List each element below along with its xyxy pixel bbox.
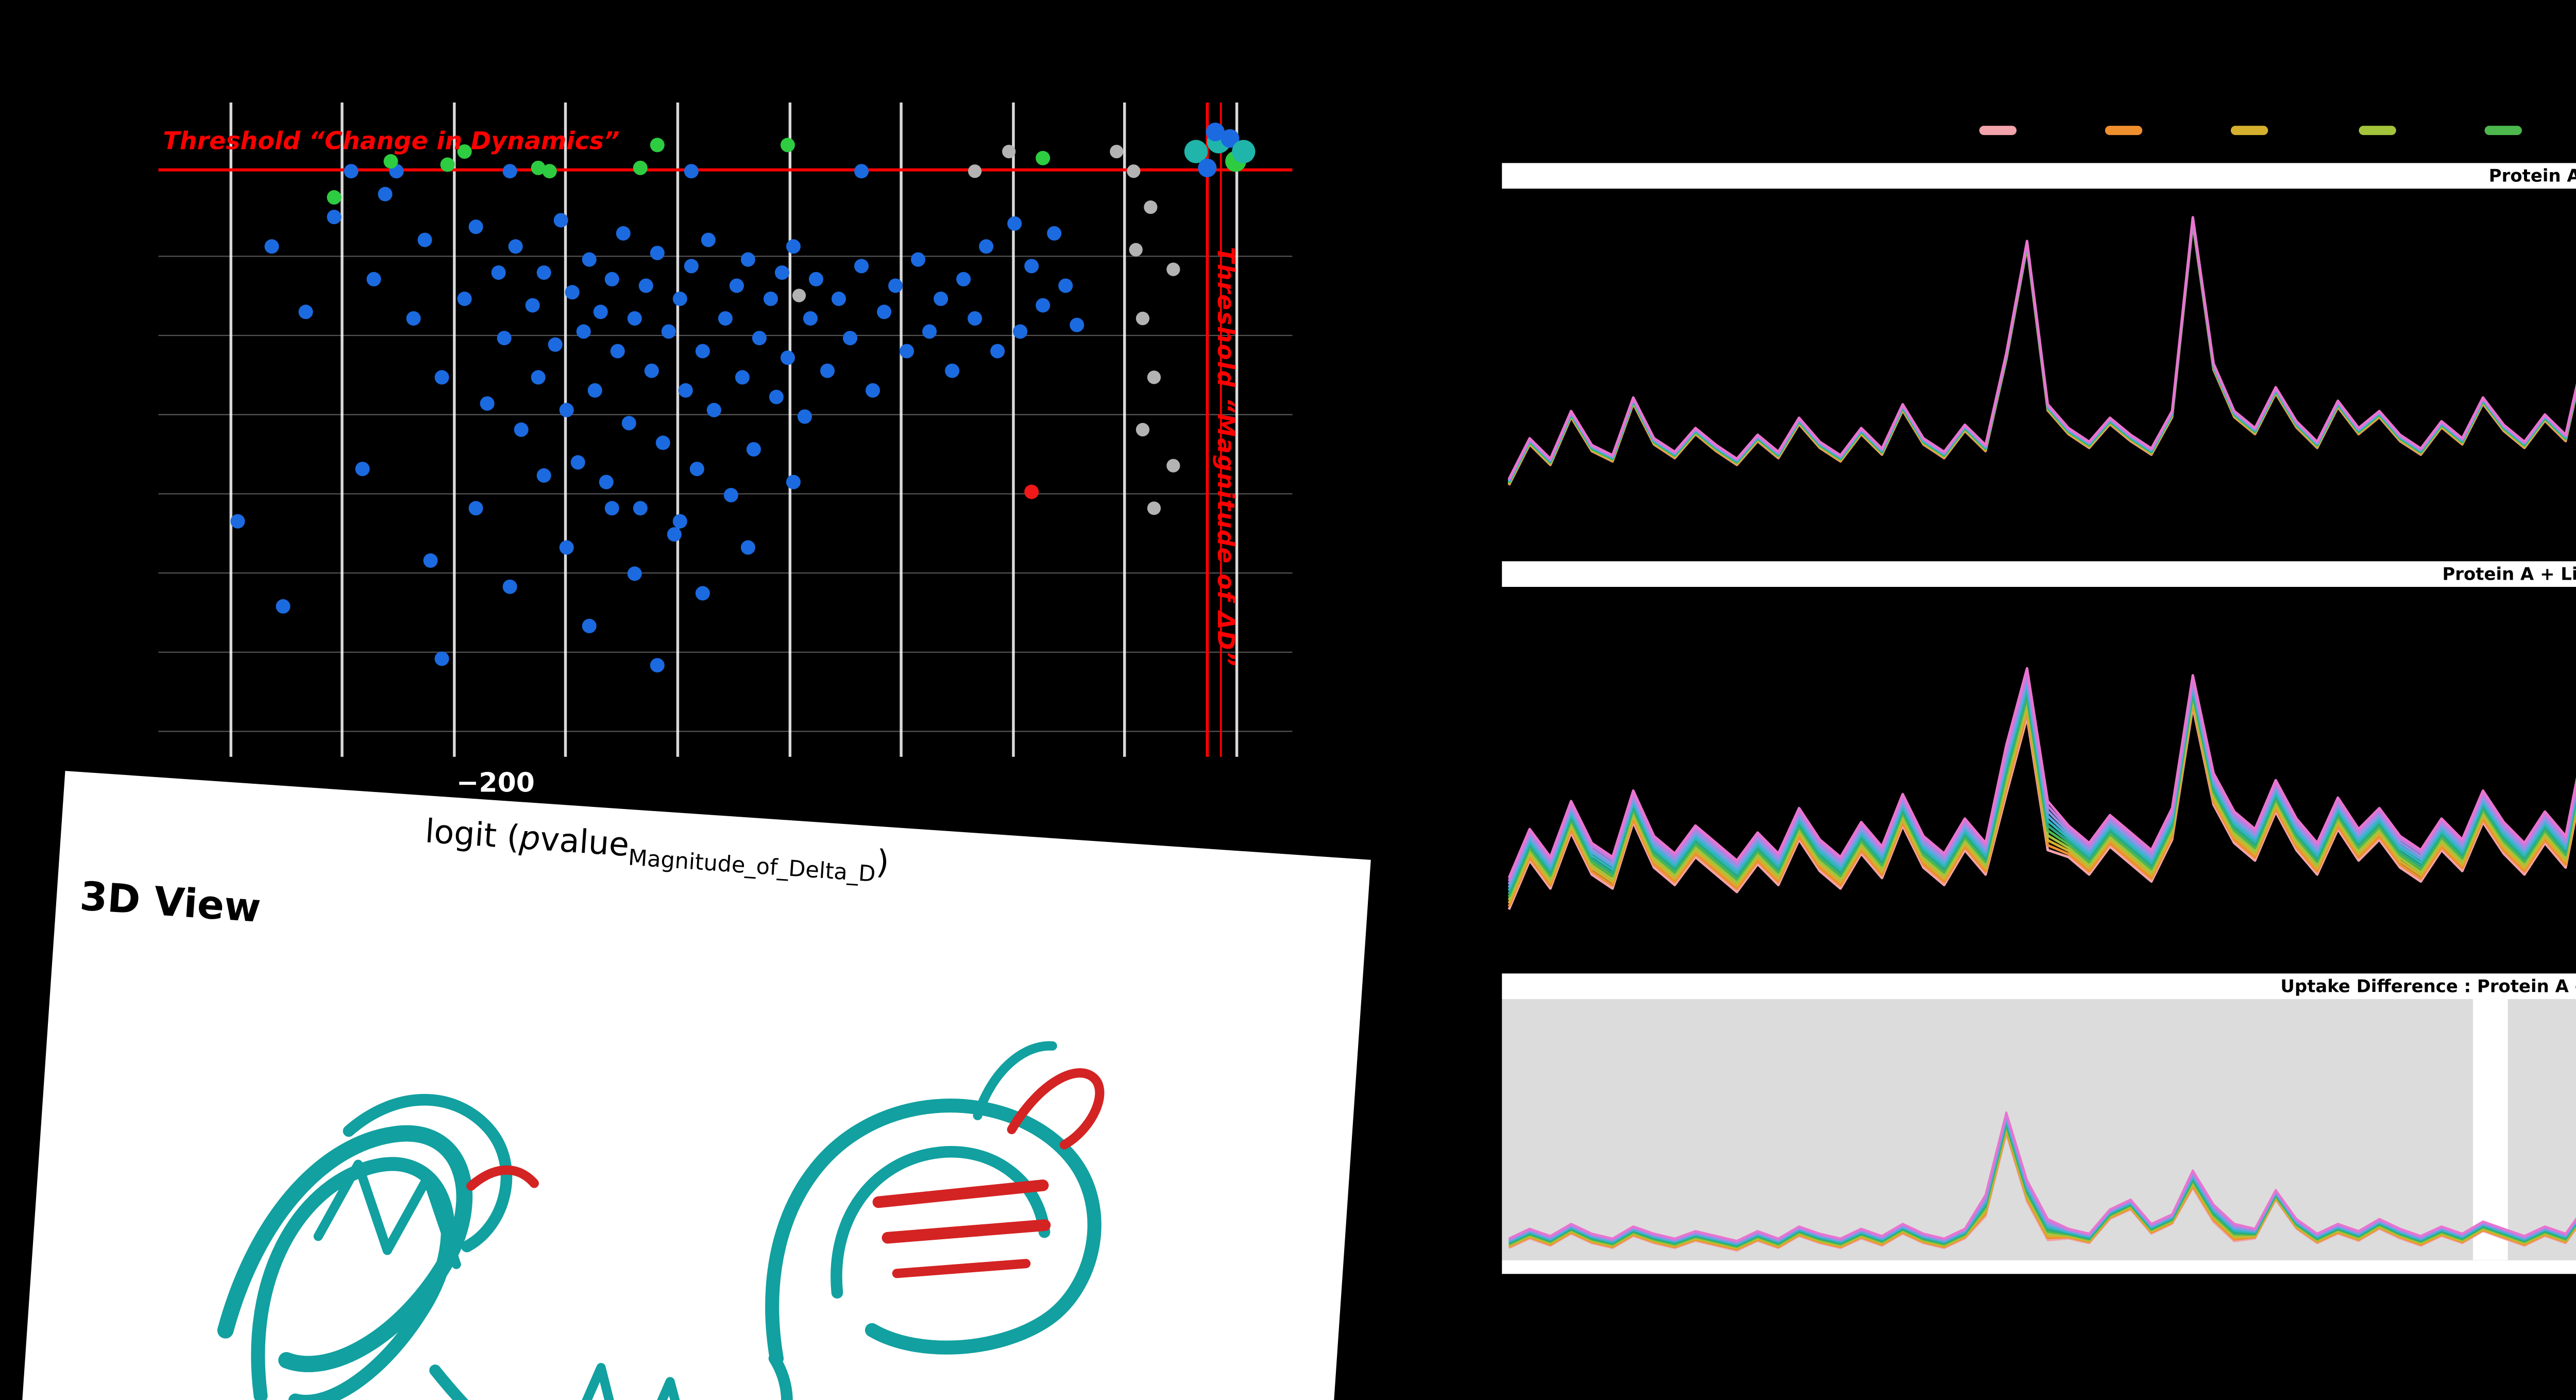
legend-swatch-4[interactable] <box>2484 126 2521 136</box>
volcano-x-tick: −200 <box>456 766 535 799</box>
panel-title-protein-a-ligand: Protein A + Ligand <box>2442 563 2576 584</box>
scatter-points-gray[interactable] <box>792 145 1180 515</box>
panel-titlebar-protein-a: Protein A <box>1502 163 2576 189</box>
uptake-chart-protein-a[interactable] <box>1502 189 2576 547</box>
scatter-cluster-top-right[interactable] <box>1184 122 1256 177</box>
region-gap-strip <box>2472 999 2508 1260</box>
series-lines <box>1508 1111 2576 1252</box>
legend-swatch-3[interactable] <box>2358 126 2395 136</box>
axis-label-suffix: ) <box>875 845 890 883</box>
timepoint-legend[interactable] <box>1979 126 2576 136</box>
axis-label-prefix: logit ( <box>423 814 521 858</box>
x-axis-bar <box>1502 1260 2576 1274</box>
ribbon-red-highlight-group <box>466 1068 1105 1278</box>
legend-swatch-0[interactable] <box>1979 126 2017 136</box>
vgrid-lines <box>229 102 1239 757</box>
panel-title-protein-a: Protein A <box>2488 164 2576 186</box>
threshold-dynamics-label: Threshold “Change in Dynamics” <box>163 128 620 156</box>
series-lines <box>1507 216 2576 486</box>
uptake-difference-chart[interactable] <box>1502 999 2576 1260</box>
uptake-chart-protein-a-ligand[interactable] <box>1502 587 2576 955</box>
protein-ribbon-graphic[interactable] <box>18 840 1366 1400</box>
volcano-plot[interactable]: Threshold “Change in Dynamics” Threshold… <box>158 102 1293 757</box>
threshold-magnitude-label: Threshold “Magnitude of ΔD” <box>1211 247 1236 667</box>
hgrid-lines <box>158 256 1293 732</box>
volcano-plot-svg[interactable] <box>158 102 1293 757</box>
scatter-points-nonsignificant-blue[interactable] <box>230 164 1084 673</box>
panel-titlebar-protein-a-ligand: Protein A + Ligand <box>1502 561 2576 587</box>
panel-titlebar-uptake-difference: Uptake Difference : Protein A - (Protein… <box>1502 973 2576 999</box>
axis-label-p-italic: p <box>518 820 541 859</box>
legend-swatch-2[interactable] <box>2231 126 2269 136</box>
scatter-points-dynamics-green[interactable] <box>327 138 1050 205</box>
series-lines <box>1507 667 2576 910</box>
uptake-plots-column: Protein A Protein A + Ligand Uptake Diff… <box>1502 93 2576 1327</box>
axis-label-value: value <box>538 822 631 866</box>
3d-view-panel[interactable]: logit (pvalueMagnitude_of_Delta_D) 3D Vi… <box>16 771 1371 1400</box>
panel-title-uptake-difference: Uptake Difference : Protein A - (Protein… <box>2280 975 2576 997</box>
scatter-point-red[interactable] <box>1024 484 1039 499</box>
legend-swatch-1[interactable] <box>2105 126 2143 136</box>
